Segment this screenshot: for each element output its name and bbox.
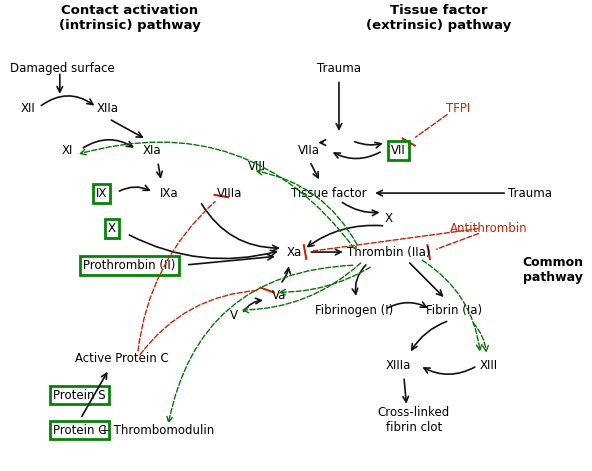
Text: Antithrombin: Antithrombin bbox=[450, 221, 527, 235]
Text: X: X bbox=[385, 211, 393, 225]
Text: VIII: VIII bbox=[248, 160, 266, 172]
Text: Tissue factor: Tissue factor bbox=[291, 187, 367, 200]
Text: + Thrombomodulin: + Thrombomodulin bbox=[99, 423, 214, 437]
Text: Damaged surface: Damaged surface bbox=[10, 62, 115, 74]
Text: Common
pathway: Common pathway bbox=[523, 256, 584, 284]
Text: IX: IX bbox=[96, 187, 107, 200]
Text: VIIIa: VIIIa bbox=[217, 187, 242, 200]
Text: Cross-linked
fibrin clot: Cross-linked fibrin clot bbox=[378, 406, 450, 434]
Text: Fibrinogen (I): Fibrinogen (I) bbox=[315, 303, 393, 317]
Text: XIII: XIII bbox=[480, 358, 497, 372]
Text: Xa: Xa bbox=[287, 245, 302, 259]
Text: XI: XI bbox=[62, 144, 73, 156]
Text: Protein S: Protein S bbox=[53, 389, 106, 401]
Text: V: V bbox=[230, 309, 238, 322]
Text: XIa: XIa bbox=[142, 144, 161, 156]
Text: Fibrin (Ia): Fibrin (Ia) bbox=[426, 303, 482, 317]
Text: VIIa: VIIa bbox=[298, 144, 320, 156]
Text: IXa: IXa bbox=[160, 187, 179, 200]
Text: Tissue factor
(extrinsic) pathway: Tissue factor (extrinsic) pathway bbox=[366, 4, 511, 32]
Text: XIIa: XIIa bbox=[96, 102, 118, 114]
Text: X: X bbox=[108, 221, 115, 235]
Text: Trauma: Trauma bbox=[317, 62, 361, 74]
Text: Protein C: Protein C bbox=[53, 423, 107, 437]
Text: Prothrombin (II): Prothrombin (II) bbox=[83, 259, 176, 272]
Text: Thrombin (IIa): Thrombin (IIa) bbox=[347, 245, 430, 259]
Text: Contact activation
(intrinsic) pathway: Contact activation (intrinsic) pathway bbox=[59, 4, 201, 32]
Text: Va: Va bbox=[272, 289, 287, 301]
Text: XIIIa: XIIIa bbox=[386, 358, 411, 372]
Text: VII: VII bbox=[391, 144, 406, 156]
Text: TFPI: TFPI bbox=[446, 102, 471, 114]
Text: Trauma: Trauma bbox=[509, 187, 552, 200]
Text: Active Protein C: Active Protein C bbox=[75, 351, 169, 365]
Text: XII: XII bbox=[21, 102, 36, 114]
